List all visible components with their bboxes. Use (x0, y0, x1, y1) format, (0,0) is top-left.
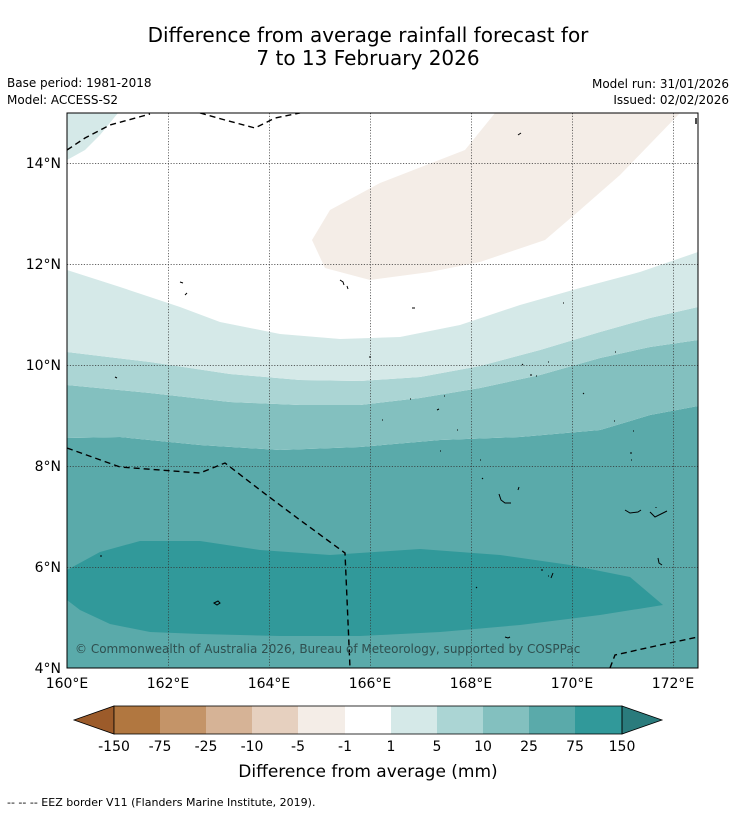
colorbar-swatch (160, 706, 206, 734)
lon-tick-label: 168°E (450, 676, 493, 692)
colorbar-swatch (206, 706, 252, 734)
eez-footnote: -- -- -- EEZ border V11 (Flanders Marine… (7, 796, 316, 809)
rain-contour-1-5 (67, 252, 698, 381)
eez-border-central (67, 447, 351, 668)
latitude-labels: 14°N 12°N 10°N 8°N 6°N 4°N (26, 156, 61, 677)
colorbar-swatch (345, 706, 391, 734)
lon-tick-label: 160°E (46, 676, 89, 692)
eez-borders (67, 113, 698, 668)
colorbar-tick-label: 1 (387, 739, 396, 755)
colorbar-swatch (437, 706, 483, 734)
rain-contour-10-25 (67, 340, 698, 450)
lon-tick-label: 172°E (652, 676, 695, 692)
colorbar: -150 -75 -25 -10 -5 -1 1 5 10 25 75 150 (72, 705, 664, 755)
map-title-line2: 7 to 13 February 2026 (256, 46, 480, 70)
eez-border-north (67, 113, 301, 151)
colorbar-frame (113, 705, 623, 735)
lat-tick-label: 6°N (35, 560, 61, 576)
colorbar-tick-label: 25 (520, 739, 538, 755)
colorbar-arrow-high (621, 705, 664, 735)
colorbar-tick-label: 5 (433, 739, 442, 755)
lat-tick-label: 12°N (26, 257, 61, 273)
lat-tick-label: 10°N (26, 358, 61, 374)
colorbar-tick-label: -25 (195, 739, 218, 755)
lat-tick-label: 8°N (35, 459, 61, 475)
colorbar-swatch (529, 706, 575, 734)
colorbar-swatch (575, 706, 622, 734)
longitude-labels: 160°E 162°E 164°E 166°E 168°E 170°E 172°… (46, 676, 695, 692)
map-gridlines (67, 113, 698, 668)
map-frame (66, 112, 699, 669)
colorbar-tick-label: 150 (609, 739, 636, 755)
colorbar-tick-label: 75 (566, 739, 584, 755)
colorbar-tick-label: -10 (241, 739, 264, 755)
model-run: Model run: 31/01/2026 (591, 77, 729, 91)
lat-tick-label: 4°N (35, 661, 61, 677)
colorbar-tick-label: -1 (338, 739, 352, 755)
colorbar-ticks: -150 -75 -25 -10 -5 -1 1 5 10 25 75 150 (98, 739, 635, 755)
colorbar-tick-label: -75 (149, 739, 172, 755)
colorbar-arrow-low (72, 705, 115, 735)
colorbar-swatch (391, 706, 437, 734)
copyright-notice: © Commonwealth of Australia 2026, Bureau… (75, 642, 580, 656)
colorbar-swatch (252, 706, 298, 734)
lat-tick-label: 14°N (26, 156, 61, 172)
colorbar-tick-label: 10 (474, 739, 492, 755)
rain-contour-1-5-northwest (67, 113, 118, 160)
colorbar-swatch (298, 706, 345, 734)
colorbar-label: Difference from average (mm) (238, 762, 498, 782)
issued-date: Issued: 02/02/2026 (613, 93, 729, 107)
base-period: Base period: 1981-2018 (7, 76, 152, 90)
rain-contour-75-150 (67, 541, 663, 636)
rain-contour-5-10 (67, 307, 698, 405)
rain-contour-neg1-neg5 (312, 113, 680, 280)
colorbar-swatch (114, 706, 160, 734)
colorbar-tick-label: -5 (291, 739, 305, 755)
lon-tick-label: 166°E (349, 676, 392, 692)
colorbar-swatch (483, 706, 529, 734)
lon-tick-label: 162°E (147, 676, 190, 692)
model-name: Model: ACCESS-S2 (7, 93, 119, 107)
map-area (67, 113, 698, 668)
map-title-line1: Difference from average rainfall forecas… (147, 23, 589, 47)
lon-tick-label: 164°E (248, 676, 291, 692)
islands (100, 132, 668, 639)
colorbar-tick-label: -150 (98, 739, 130, 755)
lon-tick-label: 170°E (551, 676, 594, 692)
